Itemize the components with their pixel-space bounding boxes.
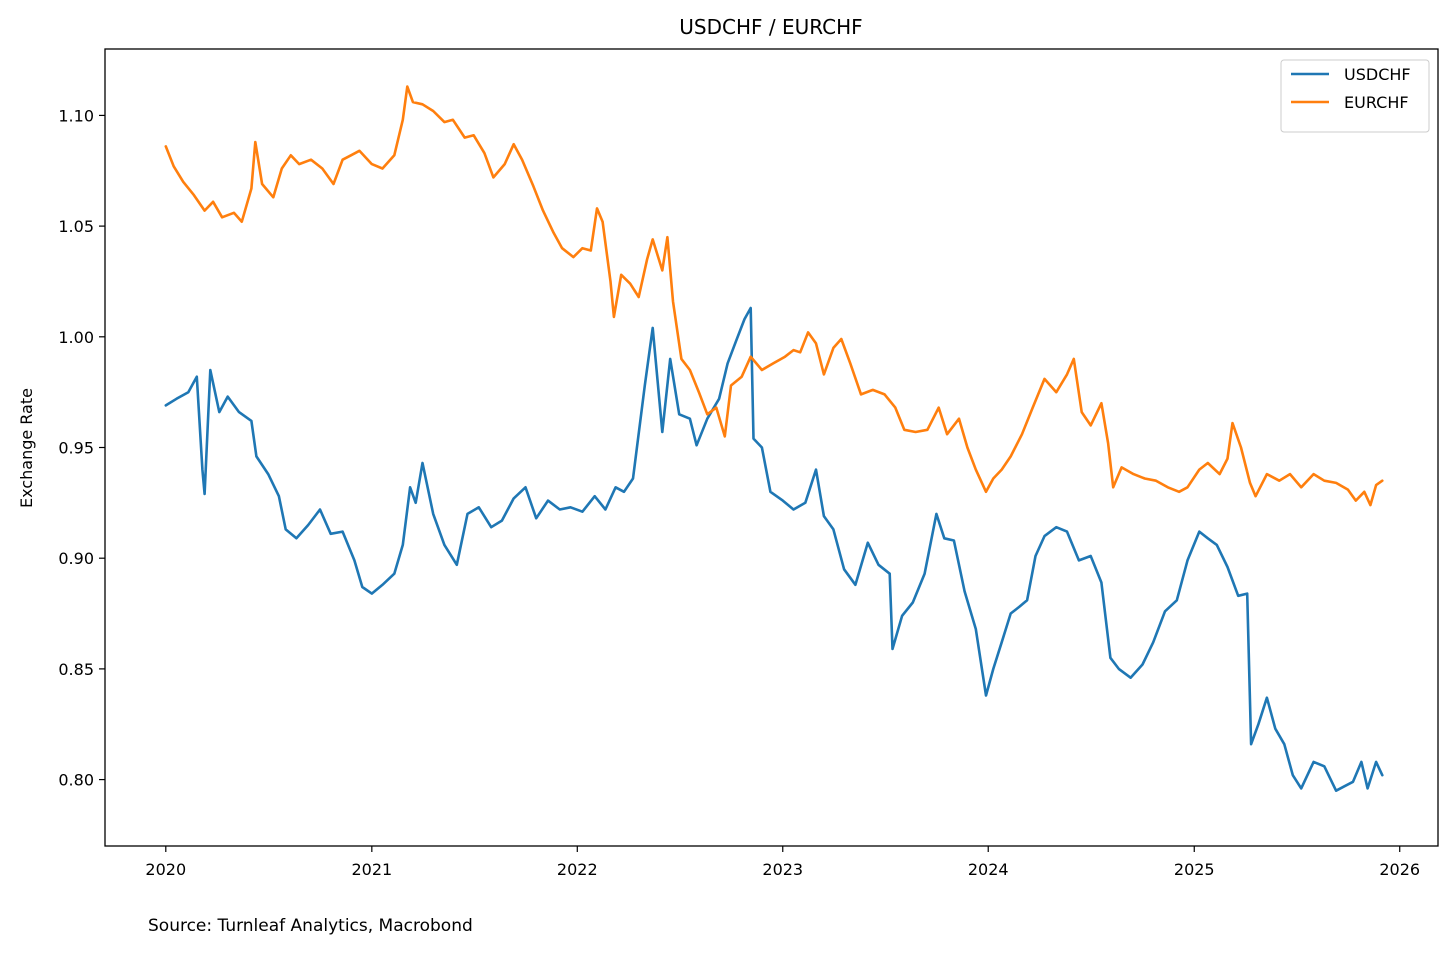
legend-label: EURCHF [1344, 93, 1409, 112]
x-axis: 2020 2021 2022 2023 2024 2025 2026 [145, 846, 1420, 879]
y-axis-label: Exchange Rate [17, 388, 36, 508]
x-tick-label: 2022 [557, 860, 598, 879]
y-tick-label: 0.95 [58, 439, 94, 458]
chart-title: USDCHF / EURCHF [679, 15, 862, 39]
x-tick-label: 2025 [1174, 860, 1215, 879]
y-axis: 0.80 0.85 0.90 0.95 1.00 1.05 1.10 [58, 106, 105, 790]
y-tick-label: 1.10 [58, 106, 94, 125]
legend-label: USDCHF [1344, 65, 1411, 84]
x-tick-label: 2026 [1379, 860, 1420, 879]
series-line-eurchf [164, 85, 1384, 507]
series-layer [164, 85, 1384, 792]
y-tick-label: 1.00 [58, 328, 94, 347]
x-tick-label: 2024 [968, 860, 1009, 879]
x-tick-label: 2020 [145, 860, 186, 879]
plot-area-frame [104, 48, 1439, 847]
source-note: Source: Turnleaf Analytics, Macrobond [148, 916, 473, 936]
legend: USDCHF EURCHF [1280, 59, 1430, 133]
legend-box [1280, 59, 1430, 133]
series-line-usdchf [164, 306, 1384, 792]
y-tick-label: 1.05 [58, 217, 94, 236]
y-tick-label: 0.80 [58, 771, 94, 790]
y-tick-label: 0.90 [58, 549, 94, 568]
x-tick-label: 2021 [351, 860, 392, 879]
x-tick-label: 2023 [762, 860, 803, 879]
y-tick-label: 0.85 [58, 660, 94, 679]
